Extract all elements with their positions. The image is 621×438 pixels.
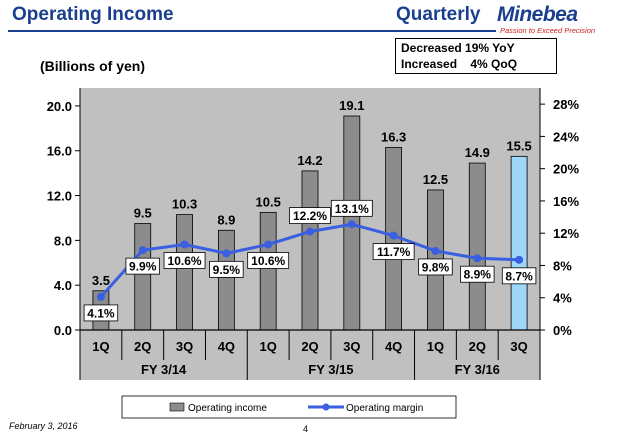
left-axis-tick-label: 0.0 bbox=[54, 323, 72, 338]
bar-value-label: 19.1 bbox=[339, 98, 364, 113]
bar-value-label: 14.2 bbox=[297, 153, 322, 168]
margin-label-box bbox=[209, 260, 244, 278]
summary-box: Decreased 19% YoY Increased 4% QoQ bbox=[395, 38, 557, 74]
category-tick-label: 4Q bbox=[218, 339, 235, 354]
bar-value-label: 3.5 bbox=[92, 273, 110, 288]
margin-label-box bbox=[125, 257, 160, 275]
margin-value-label: 10.6% bbox=[251, 254, 285, 268]
margin-label-box bbox=[247, 252, 290, 269]
bar-value-label: 16.3 bbox=[381, 129, 406, 144]
bar-value-label: 8.9 bbox=[217, 212, 235, 227]
bar-operating-income bbox=[134, 223, 152, 331]
margin-point bbox=[138, 246, 147, 255]
left-axis-tick-label: 12.0 bbox=[47, 189, 72, 204]
category-band bbox=[80, 330, 540, 380]
period-label: Quarterly bbox=[396, 4, 481, 25]
unit-label: (Billions of yen) bbox=[40, 58, 145, 74]
margin-value-label: 8.7% bbox=[505, 269, 533, 283]
category-tick-label: 4Q bbox=[385, 339, 402, 354]
right-axis-tick-label: 0% bbox=[553, 323, 572, 338]
margin-label-box bbox=[460, 265, 495, 283]
right-axis-tick-label: 12% bbox=[553, 226, 579, 241]
category-tick-label: 2Q bbox=[134, 339, 151, 354]
margin-value-label: 11.7% bbox=[377, 245, 411, 259]
summary-yoy: Decreased 19% YoY bbox=[401, 41, 515, 55]
summary-qoq: Increased 4% QoQ bbox=[401, 57, 518, 71]
left-axis-tick-label: 8.0 bbox=[54, 233, 72, 248]
bar-value-label: 10.3 bbox=[172, 197, 197, 212]
margin-label-box bbox=[330, 199, 373, 217]
margin-value-label: 9.9% bbox=[129, 260, 157, 274]
left-axis-tick-label: 16.0 bbox=[47, 144, 72, 159]
margin-label-box bbox=[289, 207, 331, 224]
margin-point bbox=[515, 255, 524, 264]
category-tick-label: 2Q bbox=[301, 339, 318, 354]
margin-point bbox=[96, 292, 105, 301]
margin-point bbox=[389, 231, 398, 240]
right-axis-tick-label: 4% bbox=[553, 291, 572, 306]
bar-operating-income bbox=[176, 214, 193, 331]
legend-swatch-marker bbox=[322, 403, 330, 411]
margin-point bbox=[306, 227, 314, 236]
category-tick-label: 1Q bbox=[92, 339, 109, 354]
margin-label-box bbox=[501, 267, 537, 285]
bar-value-label: 15.5 bbox=[506, 138, 531, 153]
margin-label-box bbox=[372, 243, 415, 261]
margin-value-label: 9.5% bbox=[213, 263, 241, 277]
margin-value-label: 13.1% bbox=[335, 202, 369, 216]
category-tick-label: 2Q bbox=[469, 339, 486, 354]
margin-label-box bbox=[418, 258, 453, 276]
fiscal-year-label: FY 3/16 bbox=[455, 362, 500, 377]
margin-label-box bbox=[163, 252, 206, 269]
company-tagline: Passion to Exceed Precision bbox=[500, 26, 596, 35]
page-title: Operating Income bbox=[12, 4, 174, 25]
right-axis-tick-label: 20% bbox=[553, 162, 579, 177]
margin-value-label: 10.6% bbox=[168, 254, 202, 268]
margin-point bbox=[431, 246, 440, 255]
legend-label-operating-margin: Operating margin bbox=[346, 403, 423, 414]
page-number: 4 bbox=[303, 424, 309, 434]
margin-point bbox=[264, 240, 273, 249]
margin-value-label: 12.2% bbox=[293, 209, 327, 223]
category-tick-label: 1Q bbox=[427, 339, 444, 354]
category-tick-label: 3Q bbox=[176, 339, 193, 354]
margin-point bbox=[222, 249, 231, 258]
bar-operating-income bbox=[301, 170, 319, 331]
company-logo: Minebea bbox=[497, 3, 578, 26]
category-tick-label: 3Q bbox=[510, 339, 527, 354]
left-axis-tick-label: 20.0 bbox=[47, 99, 72, 114]
right-axis-tick-label: 8% bbox=[553, 258, 572, 273]
right-axis-tick-label: 16% bbox=[553, 194, 579, 209]
right-axis-tick-label: 28% bbox=[553, 97, 579, 112]
legend-label-operating-income: Operating income bbox=[188, 403, 267, 414]
left-axis-tick-label: 4.0 bbox=[54, 278, 72, 293]
margin-label-box bbox=[83, 304, 119, 322]
bar-value-label: 12.5 bbox=[423, 172, 448, 187]
margin-point bbox=[347, 220, 356, 229]
margin-value-label: 4.1% bbox=[87, 306, 115, 320]
bar-operating-income bbox=[510, 155, 528, 331]
bar-operating-income bbox=[217, 229, 235, 331]
bar-operating-income bbox=[468, 162, 486, 331]
footer-date: February 3, 2016 bbox=[9, 421, 78, 431]
bar-value-label: 10.5 bbox=[256, 194, 281, 209]
legend-swatch-bar bbox=[169, 402, 185, 412]
fiscal-year-label: FY 3/15 bbox=[308, 362, 353, 377]
bar-value-label: 14.9 bbox=[465, 145, 490, 160]
margin-point bbox=[180, 240, 189, 249]
fiscal-year-label: FY 3/14 bbox=[141, 362, 187, 377]
category-tick-label: 3Q bbox=[343, 339, 360, 354]
bar-value-label: 9.5 bbox=[134, 206, 152, 221]
margin-value-label: 8.9% bbox=[464, 268, 492, 282]
chart-legend bbox=[121, 395, 457, 419]
margin-value-label: 9.8% bbox=[422, 260, 450, 274]
bar-operating-income bbox=[259, 211, 277, 331]
right-axis-tick-label: 24% bbox=[553, 129, 579, 144]
header-underline bbox=[8, 30, 496, 32]
margin-point bbox=[473, 254, 482, 263]
category-tick-label: 1Q bbox=[260, 339, 277, 354]
